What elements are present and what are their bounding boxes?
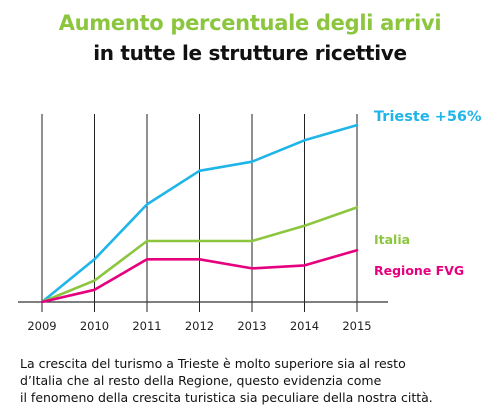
chart-caption: La crescita del turismo a Trieste è molt…: [20, 355, 490, 406]
series-line: [40, 123, 359, 304]
x-tick-label: 2010: [80, 319, 109, 333]
x-tick-label: 2009: [27, 319, 56, 333]
chart-title: Aumento percentuale degli arrivi: [58, 11, 442, 35]
series-line: [40, 206, 359, 304]
x-tick-label: 2012: [185, 319, 214, 333]
chart-subtitle: in tutte le strutture ricettive: [93, 41, 407, 65]
x-tick-label: 2011: [132, 319, 161, 333]
x-tick-label: 2013: [237, 319, 266, 333]
series-label: Trieste +56%: [374, 109, 482, 125]
line-chart: 2009 2010 2011 2012 2013 2014 2015 Trieste +56%…: [18, 109, 482, 333]
caption-line: La crescita del turismo a Trieste è molt…: [20, 356, 406, 371]
series-line: [40, 248, 359, 304]
x-tick-label: 2015: [342, 319, 371, 333]
x-tick-label: 2014: [290, 319, 319, 333]
series-label: Regione FVG: [374, 263, 464, 278]
series-label: Italia: [374, 232, 410, 247]
caption-line: il fenomeno della crescita turistica sia…: [20, 390, 433, 405]
caption-line: d’Italia che al resto della Regione, que…: [20, 373, 382, 388]
